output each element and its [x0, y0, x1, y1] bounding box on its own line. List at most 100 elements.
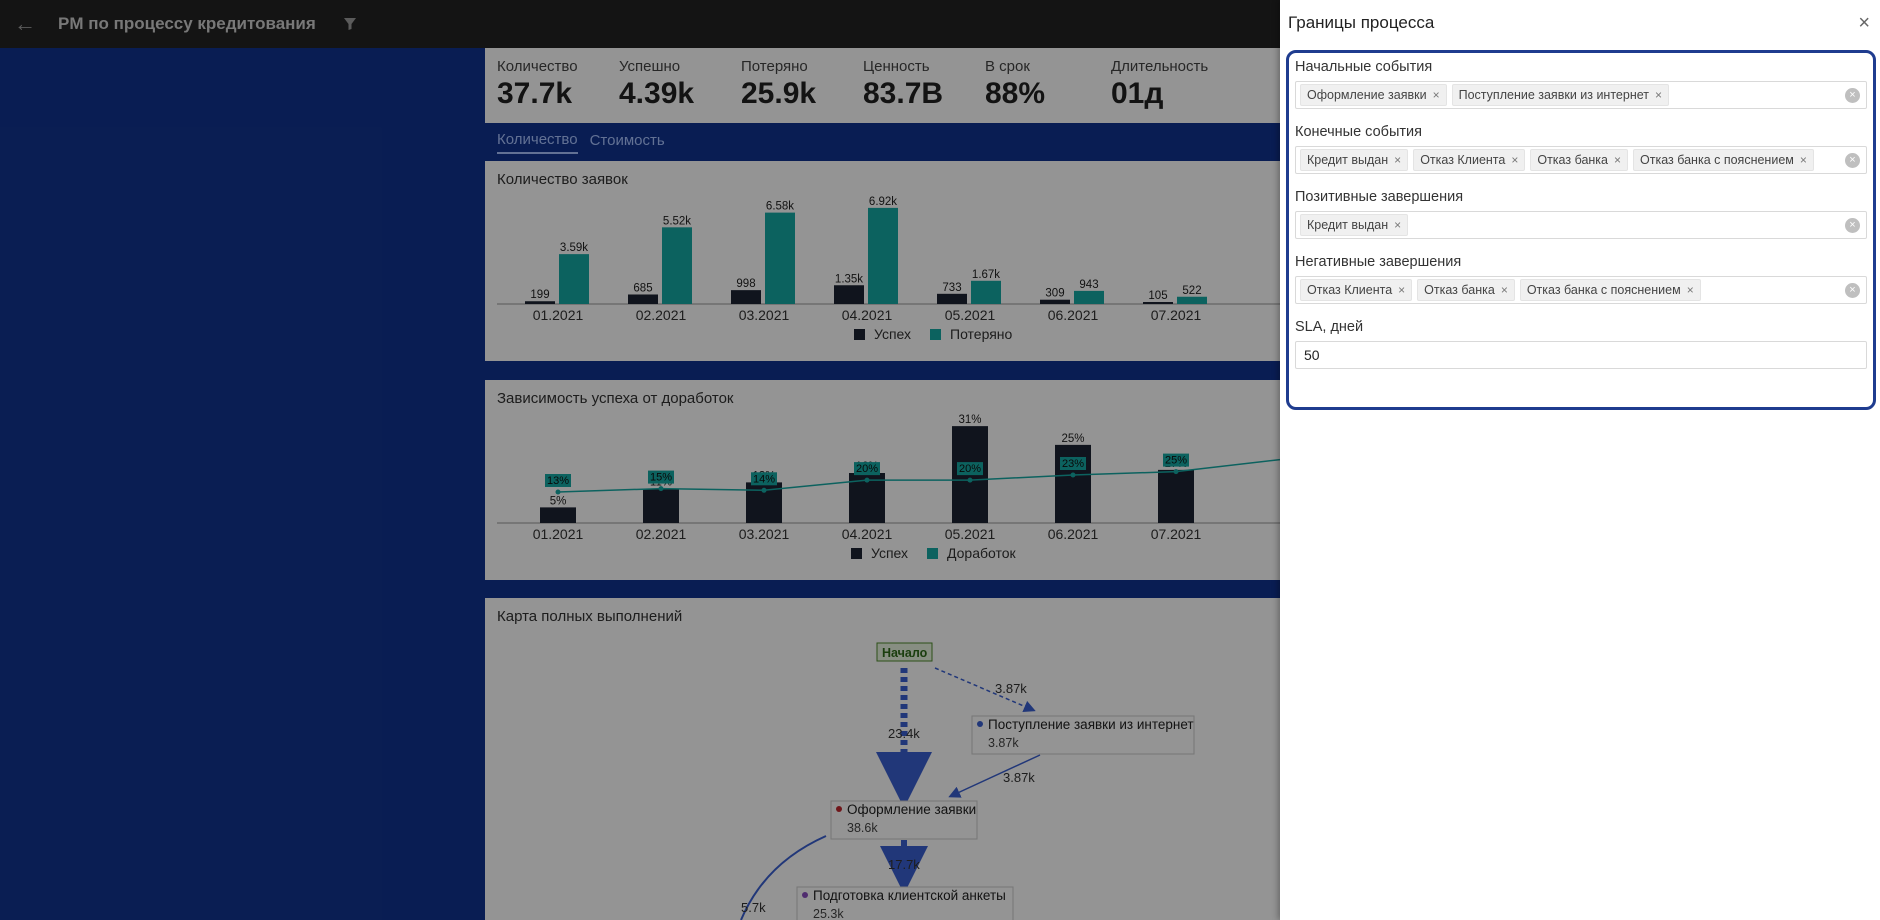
data-label: 733 [942, 282, 961, 294]
drawer-header: Границы процесса [1280, 0, 1880, 46]
node-count: 25.3k [813, 907, 844, 920]
data-label: 685 [633, 282, 652, 294]
field-label: Конечные события [1295, 124, 1422, 140]
line-point [1173, 469, 1179, 475]
tag-close-icon[interactable]: × [1655, 88, 1663, 102]
legend-label: Успех [874, 326, 911, 342]
line-point [1070, 472, 1076, 478]
clear-icon[interactable]: × [1845, 88, 1860, 103]
bar-success [731, 290, 761, 304]
edge-label: 3.87k [1003, 770, 1035, 785]
sla-input[interactable] [1295, 341, 1867, 369]
node-dot-icon [836, 806, 842, 812]
filter-button[interactable] [340, 14, 360, 34]
line-data-label: 20% [959, 463, 981, 475]
kpi-label: Количество [497, 58, 578, 75]
x-tick-label: 06.2021 [1048, 526, 1099, 542]
x-tick-label: 06.2021 [1048, 307, 1099, 323]
bar-success [628, 294, 658, 304]
data-label: 5% [550, 495, 567, 507]
tag-close-icon[interactable]: × [1614, 153, 1622, 167]
bar-success [1143, 302, 1173, 304]
x-tick-label: 02.2021 [636, 307, 687, 323]
clear-icon[interactable]: × [1845, 218, 1860, 233]
legend-swatch [930, 329, 941, 340]
line-label-bg [648, 470, 674, 484]
edge-label: 23.4k [888, 726, 920, 741]
tag-label: Кредит выдан [1307, 218, 1389, 232]
node-label: Оформление заявки [847, 802, 976, 817]
tag-close-icon[interactable]: × [1511, 153, 1519, 167]
kpi-label: Ценность [863, 58, 930, 75]
edge-label: 17.7k [888, 857, 920, 872]
negative-ends-field: Негативные завершения Отказ Клиента × Отк… [1295, 254, 1867, 304]
tag-close-icon[interactable]: × [1394, 218, 1402, 232]
positive-ends-select[interactable]: Кредит выдан × × [1295, 211, 1867, 239]
process-map: 3.87k 23.4k 3.87k 17.7k 5.7k Начало Пост… [740, 642, 1195, 920]
tag-label: Отказ банка [1424, 283, 1495, 297]
tag-close-icon[interactable]: × [1500, 283, 1508, 297]
bar-success [834, 285, 864, 304]
process-node[interactable] [796, 886, 1014, 920]
kpi-worth: Ценность 83.7B [863, 58, 985, 123]
bar-success [643, 488, 679, 523]
requests-bar-chart: 199 3.59k 01.2021 685 5.52k 02.2021 998 6.58k 03… [497, 196, 1280, 342]
sla-field: SLA, дней [1295, 319, 1867, 369]
line-point [864, 477, 870, 483]
series-line-rework [557, 458, 1280, 493]
tag-close-icon[interactable]: × [1394, 153, 1402, 167]
kpi-value: 83.7B [863, 77, 944, 110]
tab-cost[interactable]: Стоимость [589, 131, 665, 149]
x-tick-label: 04.2021 [842, 307, 893, 323]
back-button[interactable]: ← [0, 0, 50, 48]
tag-label: Отказ банка с пояснением [1526, 283, 1681, 297]
x-tick-label: 01.2021 [533, 307, 584, 323]
start-node[interactable] [876, 642, 933, 662]
clear-icon[interactable]: × [1845, 283, 1860, 298]
negative-ends-select[interactable]: Отказ Клиента × Отказ банка × Отказ банка … [1295, 276, 1867, 304]
bar-success [540, 507, 576, 523]
tag-label: Отказ банка [1537, 153, 1608, 167]
drawer-title: Границы процесса [1288, 13, 1435, 32]
data-label: 309 [1045, 288, 1064, 300]
selected-tag: Кредит выдан × [1300, 214, 1409, 236]
legend-swatch [927, 548, 938, 559]
tag-close-icon[interactable]: × [1432, 88, 1440, 102]
line-data-label: 25% [1165, 455, 1187, 467]
kpi-label: В срок [985, 58, 1030, 75]
x-tick-label: 01.2021 [533, 526, 584, 542]
data-label: 998 [736, 278, 755, 290]
start-events-select[interactable]: Оформление заявки × Поступление заявки из… [1295, 81, 1867, 109]
clear-icon[interactable]: × [1845, 153, 1860, 168]
tag-close-icon[interactable]: × [1686, 283, 1694, 297]
bar-lost [1074, 290, 1104, 304]
kpi-value: 37.7k [497, 77, 573, 110]
kpi-label: Потеряно [741, 58, 808, 75]
close-icon[interactable]: × [1858, 12, 1870, 34]
data-label: 522 [1182, 285, 1201, 297]
process-node[interactable] [830, 800, 978, 840]
tag-close-icon[interactable]: × [1799, 153, 1807, 167]
data-label: 31% [958, 414, 981, 426]
x-tick-label: 02.2021 [636, 526, 687, 542]
selected-tag: Отказ банка с пояснением × [1519, 279, 1701, 301]
process-node[interactable] [971, 715, 1195, 755]
tab-count[interactable]: Количество [497, 131, 578, 154]
bar-success [525, 301, 555, 304]
selected-tag: Отказ банка с пояснением × [1633, 149, 1814, 171]
flow-edge [740, 835, 827, 920]
tag-close-icon[interactable]: × [1398, 283, 1406, 297]
bar-lost [559, 254, 589, 304]
data-label: 5.52k [663, 215, 691, 227]
bar-success [937, 293, 967, 304]
metric-tabs: Количество Стоимость [485, 123, 1880, 161]
tag-label: Кредит выдан [1307, 153, 1389, 167]
selected-tag: Кредит выдан × [1300, 149, 1409, 171]
bar-success [1055, 444, 1091, 523]
field-label: Начальные события [1295, 59, 1433, 75]
x-tick-label: 03.2021 [739, 526, 790, 542]
legend-swatch [851, 548, 862, 559]
end-events-select[interactable]: Кредит выдан × Отказ Клиента × Отказ банка… [1295, 146, 1867, 174]
bar-success [1158, 469, 1194, 523]
bar-lost [1177, 296, 1207, 304]
